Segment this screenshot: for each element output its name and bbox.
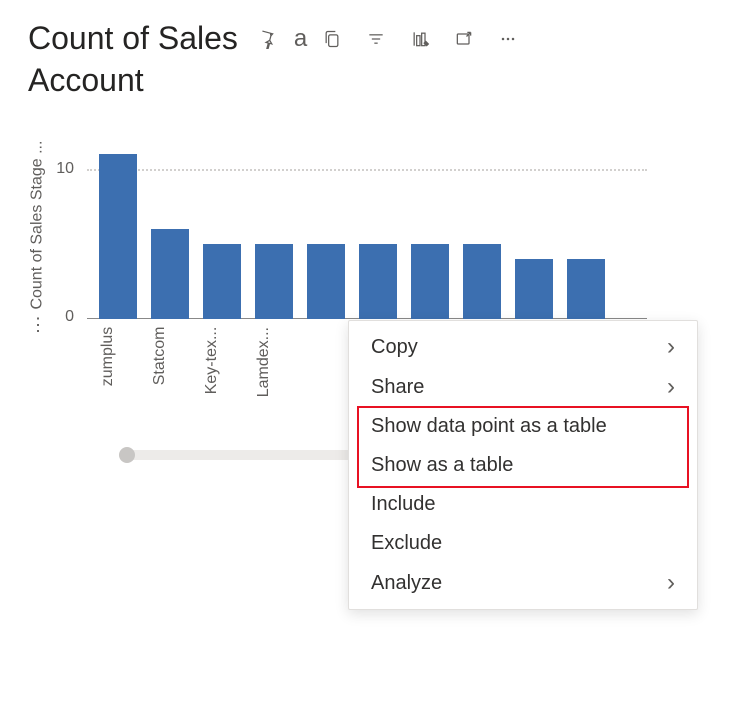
menu-item[interactable]: Exclude xyxy=(349,524,697,563)
bar[interactable] xyxy=(203,244,241,319)
menu-item[interactable]: Show data point as a table xyxy=(349,407,697,446)
pin-icon[interactable] xyxy=(256,28,278,50)
bar[interactable] xyxy=(151,229,189,319)
bar[interactable] xyxy=(307,244,345,319)
menu-item-label: Copy xyxy=(371,336,418,359)
x-tick-label xyxy=(307,327,345,397)
more-options-icon[interactable] xyxy=(497,28,519,50)
bar[interactable] xyxy=(515,259,553,319)
title-line-2: Account xyxy=(28,60,727,102)
menu-item-label: Show data point as a table xyxy=(371,415,607,438)
y-axis-label: ⋮ Count of Sales Stage ... xyxy=(28,139,47,349)
y-tick-0: 0 xyxy=(65,308,74,326)
menu-item[interactable]: Copy › xyxy=(349,327,697,367)
obscured-char: a xyxy=(294,23,307,54)
horizontal-scroll-track[interactable] xyxy=(119,450,379,460)
menu-item-label: Show as a table xyxy=(371,454,513,477)
bar[interactable] xyxy=(255,244,293,319)
plot-area xyxy=(87,139,647,319)
x-tick-label: Lamdex... xyxy=(255,327,293,397)
menu-item-label: Share xyxy=(371,376,424,399)
scroll-thumb[interactable] xyxy=(119,447,135,463)
personalize-icon[interactable] xyxy=(409,28,431,50)
bar[interactable] xyxy=(411,244,449,319)
title-line-1: Count of Sales xyxy=(28,18,238,60)
bar[interactable] xyxy=(463,244,501,319)
chevron-right-icon: › xyxy=(667,375,675,399)
menu-item[interactable]: Include xyxy=(349,485,697,524)
focus-mode-icon[interactable] xyxy=(453,28,475,50)
y-tick-10: 10 xyxy=(56,160,74,178)
bar[interactable] xyxy=(99,154,137,319)
menu-item[interactable]: Analyze › xyxy=(349,563,697,603)
menu-item[interactable]: Share › xyxy=(349,367,697,407)
y-axis-ticks: 10 0 xyxy=(52,139,82,319)
chevron-right-icon: › xyxy=(667,335,675,359)
bar[interactable] xyxy=(567,259,605,319)
visual-title: Count of Sales a xyxy=(28,18,727,101)
context-menu: Copy › Share › Show data point as a table Sho… xyxy=(348,320,698,610)
x-tick-label: Statcom xyxy=(151,327,189,397)
menu-item[interactable]: Show as a table xyxy=(349,446,697,485)
x-tick-label: zumplus xyxy=(99,327,137,397)
menu-item-label: Exclude xyxy=(371,532,442,555)
menu-item-label: Include xyxy=(371,493,436,516)
filter-icon[interactable] xyxy=(365,28,387,50)
chevron-right-icon: › xyxy=(667,571,675,595)
x-tick-label: Key-tex... xyxy=(203,327,241,397)
menu-item-label: Analyze xyxy=(371,572,442,595)
copy-icon[interactable] xyxy=(321,28,343,50)
y-axis-kebab-icon[interactable]: ⋮ xyxy=(28,314,47,335)
bar[interactable] xyxy=(359,244,397,319)
